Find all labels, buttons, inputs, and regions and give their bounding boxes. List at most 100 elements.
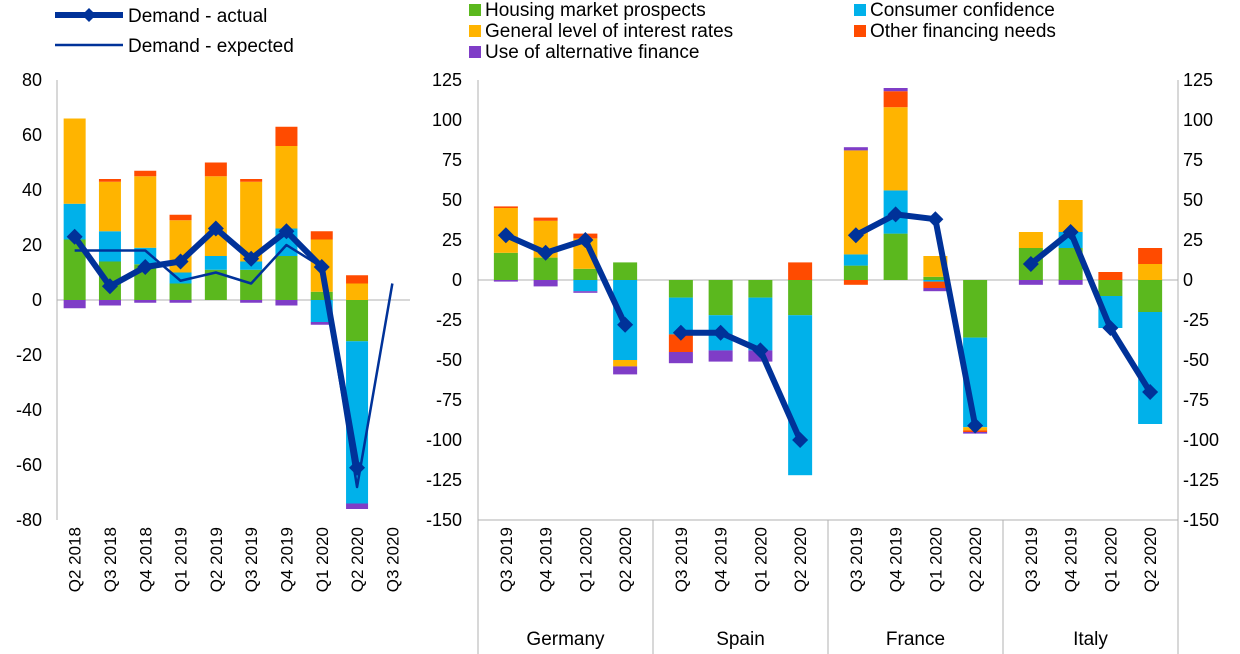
france-alt-finance-bar (923, 288, 948, 292)
left-consumer-confidence-bar (134, 247, 157, 265)
spain-consumer-bar (748, 297, 773, 351)
france-other-bar (883, 91, 908, 108)
spain-demand-actual-point (712, 324, 729, 341)
left-category-label: Q3 2019 (242, 527, 261, 592)
france-demand-actual-point (847, 227, 864, 244)
right-panel-right-tick-label: -125 (1183, 470, 1219, 490)
france-housing-bar (963, 280, 988, 338)
italy-demand-actual-point (1102, 320, 1119, 336)
legend-label-demand-expected: Demand - expected (128, 36, 294, 57)
left-consumer-confidence-bar (98, 231, 121, 262)
demand-actual-point (313, 259, 330, 275)
spain-category-label: Q2 2020 (791, 527, 810, 592)
france-category-label: Q2 2020 (966, 527, 985, 592)
demand-actual-point (207, 220, 224, 237)
legend-item-consumer: Consumer confidence (854, 0, 1055, 21)
left-general-level-of-interest-rates-bar (134, 176, 157, 248)
group-label-spain: Spain (716, 629, 765, 650)
right-panel-left-tick-label: 0 (452, 270, 462, 290)
france-demand-actual-point (927, 211, 944, 228)
legend-item-alt-finance: Use of alternative finance (469, 42, 699, 63)
left-housing-market-prospects-bar (310, 291, 333, 300)
italy-category-label: Q2 2020 (1141, 527, 1160, 592)
left-y-tick-label: -60 (16, 455, 42, 475)
left-housing-market-prospects-bar (204, 269, 227, 300)
left-consumer-confidence-bar (346, 341, 369, 504)
germany-housing-bar (533, 257, 558, 280)
left-other-financing-needs-bar (240, 179, 263, 182)
left-category-label: Q2 2020 (348, 527, 367, 592)
germany-housing-bar (573, 268, 598, 280)
left-use-of-alternative-finance-bar (275, 300, 298, 306)
legend-label-interest: General level of interest rates (485, 21, 733, 42)
left-category-label: Q4 2019 (277, 527, 296, 592)
right-panel-left-tick-label: 75 (442, 150, 462, 170)
italy-category-label: Q4 2019 (1062, 527, 1081, 592)
right-panel-right-tick-label: 0 (1183, 270, 1193, 290)
right-panel-left-tick-label: -150 (426, 510, 462, 530)
euro-area-panel: -80 -60 -40 -20 0 20 40 60 80 Q2 2018 Q3 2018 Q4 20… (16, 70, 410, 592)
group-label-italy: Italy (1073, 629, 1108, 650)
right-panel-left-tick-label: 25 (442, 230, 462, 250)
left-y-tick-label: 0 (32, 290, 42, 310)
right-panel-right-tick-label: -25 (1183, 310, 1209, 330)
left-use-of-alternative-finance-bar (134, 300, 157, 303)
germany-alt-finance-bar (533, 280, 558, 287)
germany-alt-finance-bar (573, 291, 598, 293)
demand-actual-point (137, 259, 154, 275)
legend: Demand - actual Demand - expected Housin… (55, 0, 1056, 63)
france-housing-bar (883, 233, 908, 280)
left-category-label: Q1 2019 (172, 527, 191, 592)
legend-label-alt-finance: Use of alternative finance (485, 42, 699, 63)
right-panel-right-tick-label: 100 (1183, 110, 1213, 130)
italy-alt-finance-bar (1058, 280, 1083, 285)
france-other-bar (843, 280, 868, 285)
spain-other-bar (668, 334, 693, 352)
france-consumer-bar (843, 254, 868, 266)
left-y-tick-label: -80 (16, 510, 42, 530)
france-alt-finance-bar (883, 88, 908, 92)
demand-actual-point (243, 250, 260, 267)
left-other-financing-needs-bar (346, 275, 369, 284)
legend-item-housing: Housing market prospects (469, 0, 706, 21)
left-y-tick-label: 80 (22, 70, 42, 90)
demand-actual-point (66, 228, 83, 245)
italy-alt-finance-bar (1018, 280, 1043, 285)
spain-category-label: Q3 2019 (672, 527, 691, 592)
left-consumer-confidence-bar (169, 272, 192, 284)
demand-actual-point (172, 253, 189, 270)
germany-other-bar (493, 206, 518, 208)
italy-interest-bar (1138, 264, 1163, 280)
left-category-label: Q2 2018 (66, 527, 85, 592)
left-use-of-alternative-finance-bar (310, 322, 333, 325)
left-y-tick-label: 60 (22, 125, 42, 145)
left-other-financing-needs-bar (204, 162, 227, 177)
left-housing-market-prospects-bar (169, 283, 192, 300)
germany-housing-bar (613, 262, 638, 280)
spain-alt-finance-bar (668, 352, 693, 364)
left-general-level-of-interest-rates-bar (98, 181, 121, 232)
legend-label-other: Other financing needs (870, 21, 1056, 42)
left-use-of-alternative-finance-bar (169, 300, 192, 303)
italy-demand-actual-point (1142, 384, 1159, 400)
italy-housing-bar (1138, 280, 1163, 312)
right-panel-left-tick-label: -75 (436, 390, 462, 410)
left-category-label: Q1 2020 (313, 527, 332, 592)
legend-swatch-other (854, 25, 866, 37)
right-panel-right-tick-label: 50 (1183, 190, 1203, 210)
left-consumer-confidence-bar (63, 203, 86, 240)
legend-swatch-interest (469, 25, 481, 37)
france-demand-actual-line (854, 211, 979, 427)
left-other-financing-needs-bar (169, 214, 192, 221)
left-general-level-of-interest-rates-bar (63, 118, 86, 204)
france-category-label: Q1 2020 (926, 527, 945, 592)
right-panel-right-tick-label: 75 (1183, 150, 1203, 170)
left-y-tick-label: 40 (22, 180, 42, 200)
left-other-financing-needs-bar (98, 179, 121, 182)
spain-demand-actual-line (680, 329, 803, 442)
right-panel-right-tick-label: -75 (1183, 390, 1209, 410)
left-other-financing-needs-bar (310, 231, 333, 240)
legend-item-interest: General level of interest rates (469, 21, 733, 42)
italy-other-bar (1098, 272, 1123, 280)
